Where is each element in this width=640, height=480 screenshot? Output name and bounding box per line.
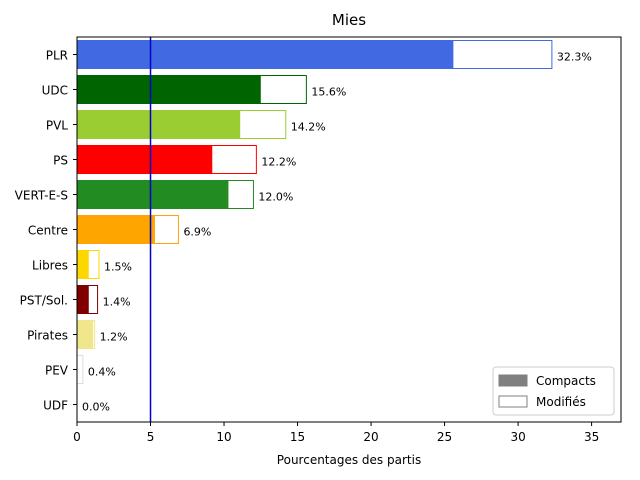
data-label: 14.2% xyxy=(291,121,326,134)
legend-label: Compacts xyxy=(536,374,596,388)
y-tick-label: PS xyxy=(53,154,68,168)
y-axis: PLR UDC PVL PS VERT-E-S Centre Libres PST/Sol. P… xyxy=(15,49,77,413)
y-tick-label: PLR xyxy=(46,49,68,63)
x-tick-label: 5 xyxy=(147,430,155,444)
x-tick-label: 0 xyxy=(73,430,81,444)
data-label: 1.4% xyxy=(103,296,131,309)
y-tick-label: PEV xyxy=(45,364,69,378)
data-label: 15.6% xyxy=(311,86,346,99)
x-tick-label: 10 xyxy=(216,430,231,444)
x-tick-label: 30 xyxy=(510,430,525,444)
bar-compacts-libres xyxy=(77,250,89,279)
data-label: 12.0% xyxy=(258,191,293,204)
x-axis: 0 5 10 15 20 25 30 35 xyxy=(73,422,599,444)
data-label: 32.3% xyxy=(557,51,592,64)
chart-title: Mies xyxy=(332,11,366,29)
data-label: 1.2% xyxy=(100,331,128,344)
y-tick-label: UDF xyxy=(43,399,68,413)
y-tick-label: Pirates xyxy=(27,329,68,343)
legend: Compacts Modifiés xyxy=(492,366,615,416)
bar-compacts-udc xyxy=(77,75,261,104)
y-tick-label: Centre xyxy=(28,224,68,238)
y-tick-label: Libres xyxy=(32,259,68,273)
data-label: 0.4% xyxy=(88,366,116,379)
bar-compacts-ps xyxy=(77,145,213,174)
x-tick-label: 20 xyxy=(363,430,378,444)
bar-compacts-pst-sol- xyxy=(77,285,89,314)
legend-swatch xyxy=(498,374,528,387)
bar-compacts-pirates xyxy=(77,320,94,349)
data-label: 1.5% xyxy=(104,261,132,274)
y-tick-label: UDC xyxy=(42,84,68,98)
data-label: 6.9% xyxy=(183,226,211,239)
bar-modifies-pev xyxy=(76,355,84,384)
data-label: 12.2% xyxy=(261,156,296,169)
x-tick-label: 25 xyxy=(437,430,452,444)
x-axis-label: Pourcentages des partis xyxy=(277,453,421,467)
x-tick-label: 35 xyxy=(584,430,599,444)
legend-label: Modifiés xyxy=(536,395,586,409)
bar-compacts-vert-e-s xyxy=(77,180,229,209)
data-label: 0.0% xyxy=(82,401,110,414)
x-tick-label: 15 xyxy=(290,430,305,444)
bars-group: 32.3% 15.6% 14.2% 12.2% 12.0% 6.9% 1.5% 1.4% 1.2… xyxy=(76,40,592,414)
legend-swatch xyxy=(498,395,528,408)
y-tick-label: PVL xyxy=(46,119,68,133)
bar-compacts-centre xyxy=(77,215,155,244)
y-tick-label: VERT-E-S xyxy=(15,189,68,203)
bar-compacts-plr xyxy=(77,40,454,69)
bar-compacts-pvl xyxy=(77,110,241,139)
y-tick-label: PST/Sol. xyxy=(20,294,68,308)
